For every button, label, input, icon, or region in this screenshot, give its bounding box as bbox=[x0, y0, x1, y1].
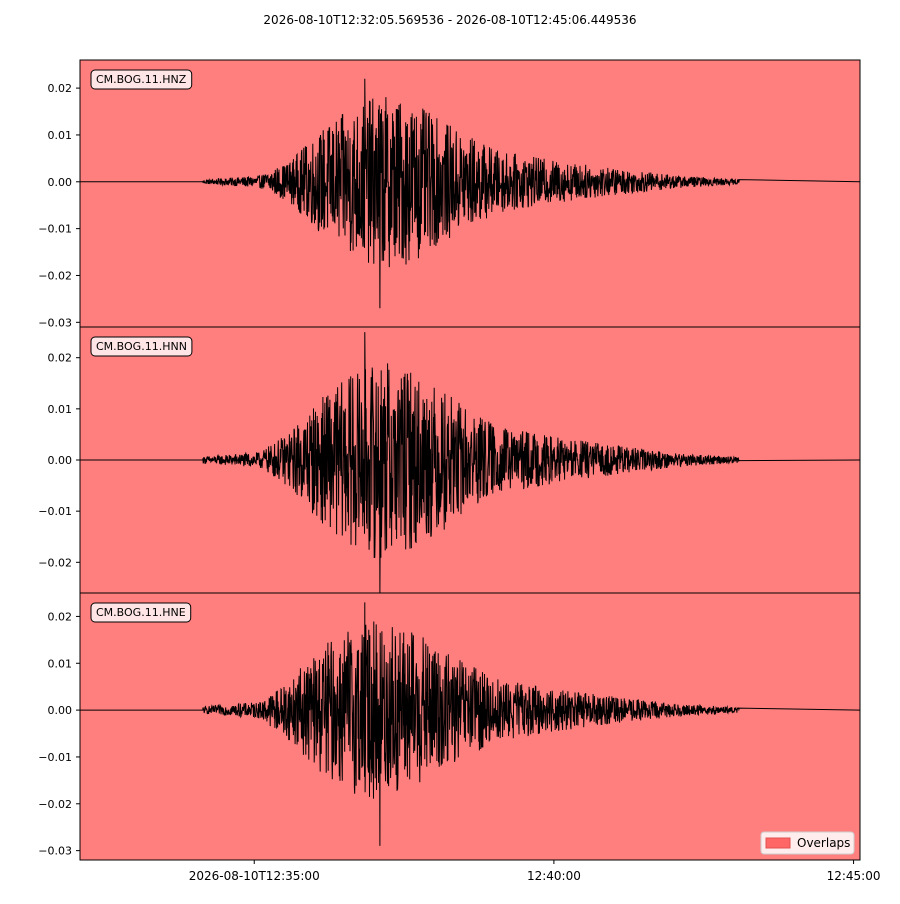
ytick-label: −0.01 bbox=[38, 223, 72, 236]
ytick-label: −0.02 bbox=[38, 269, 72, 282]
trace-panel-3: 0.02 0.01 0.00 −0.01 −0.02 −0.03 CM.BOG.11.HNE bbox=[38, 592, 861, 861]
ytick-label: −0.02 bbox=[38, 798, 72, 811]
trace-panel-2: 0.02 0.01 0.00 −0.01 −0.02 CM.BOG.11.HNN bbox=[38, 326, 861, 594]
ytick-label: −0.03 bbox=[38, 845, 72, 858]
figure-title: 2026-08-10T12:32:05.569536 - 2026-08-10T… bbox=[263, 13, 636, 27]
trace-label-box bbox=[90, 69, 193, 90]
trace-line-1 bbox=[80, 78, 861, 309]
ytick-label: 0.02 bbox=[48, 82, 73, 95]
ytick-label: 0.00 bbox=[48, 176, 73, 189]
trace-panels: 0.02 0.01 0.00 −0.01 −0.02 −0.03 CM.BOG.11.HNZ… bbox=[38, 59, 861, 861]
xtick-label: 2026-08-10T12:35:00 bbox=[189, 869, 320, 883]
ytick-label: −0.02 bbox=[38, 556, 72, 569]
ytick-label: 0.00 bbox=[48, 454, 73, 467]
xtick-label: 12:40:00 bbox=[527, 869, 581, 883]
ytick-label: 0.02 bbox=[48, 610, 73, 623]
ytick-label: 0.01 bbox=[48, 657, 73, 670]
ytick-label: −0.01 bbox=[38, 505, 72, 518]
panel-frame bbox=[79, 592, 861, 861]
xtick-label: 12:45:00 bbox=[827, 869, 881, 883]
trace-label-box bbox=[90, 602, 192, 623]
legend-patch-overlaps bbox=[765, 837, 791, 849]
trace-panel-1: 0.02 0.01 0.00 −0.01 −0.02 −0.03 CM.BOG.11.HNZ bbox=[38, 59, 861, 329]
time-axis: 2026-08-10T12:35:00 12:40:00 12:45:00 bbox=[189, 860, 881, 883]
ytick-label: −0.03 bbox=[38, 316, 72, 329]
ytick-label: 0.01 bbox=[48, 403, 73, 416]
trace-label: CM.BOG.11.HNE bbox=[96, 606, 186, 619]
ytick-label: 0.02 bbox=[48, 352, 73, 365]
ytick-label: −0.01 bbox=[38, 751, 72, 764]
legend-label-overlaps: Overlaps bbox=[797, 836, 850, 850]
trace-label-box bbox=[90, 336, 193, 357]
trace-line-3 bbox=[80, 602, 861, 846]
legend: Overlaps bbox=[760, 831, 855, 855]
trace-label: CM.BOG.11.HNN bbox=[96, 340, 187, 353]
trace-line-2 bbox=[80, 332, 861, 594]
ytick-label: 0.01 bbox=[48, 129, 73, 142]
ytick-label: 0.00 bbox=[48, 704, 73, 717]
trace-label: CM.BOG.11.HNZ bbox=[96, 73, 187, 86]
